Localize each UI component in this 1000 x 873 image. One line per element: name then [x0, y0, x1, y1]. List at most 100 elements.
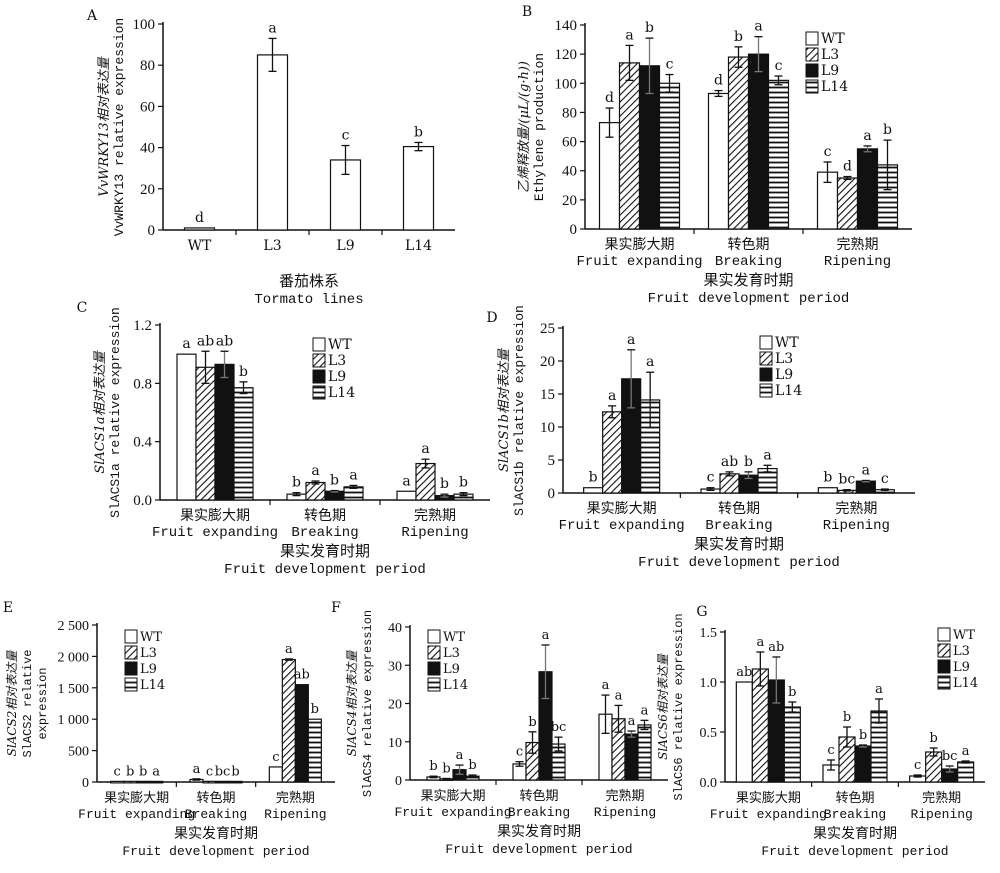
- x-axis-title: 果实发育时期: [174, 826, 258, 842]
- y-axis-title: Ethylene production: [532, 53, 547, 201]
- y-tick-label: 60: [562, 135, 577, 151]
- significance-letter: bc: [215, 764, 231, 779]
- legend-swatch-l9: [937, 659, 951, 674]
- legend-label: L14: [140, 678, 165, 693]
- legend-label: L9: [775, 367, 793, 383]
- x-category-label: 转色期: [196, 790, 235, 806]
- significance-letter: ab: [721, 454, 738, 470]
- bar: [294, 684, 309, 783]
- y-tick-label: 20: [388, 698, 402, 713]
- significance-letter: b: [292, 475, 301, 491]
- y-tick-label: 10: [540, 420, 555, 436]
- x-category-label: 果实膨大期: [180, 507, 250, 524]
- bar: [149, 780, 164, 784]
- legend-label: L14: [328, 385, 355, 401]
- bar: [202, 780, 217, 784]
- significance-letter: a: [646, 354, 654, 370]
- legend-swatch-wt: [937, 627, 951, 642]
- bar: [957, 761, 975, 783]
- legend-label: L9: [328, 369, 346, 385]
- y-tick-label: 20: [540, 354, 555, 370]
- bar: [637, 724, 652, 781]
- legend-swatch-l14: [805, 79, 819, 94]
- y-tick-label: 0: [395, 774, 402, 789]
- legend-swatch-wt: [759, 335, 773, 350]
- y-axis-title: SlACS2 relative: [21, 649, 35, 757]
- bar: [214, 363, 235, 501]
- y-tick-label: 40: [388, 621, 402, 636]
- legend-label: L3: [328, 353, 346, 369]
- legend-label: L14: [775, 383, 802, 399]
- significance-letter: a: [421, 441, 429, 457]
- bar: [767, 79, 790, 230]
- x-category-label: 转色期: [728, 236, 770, 253]
- y-axis-title: SlACS1b相对表达量: [497, 347, 512, 472]
- legend-swatch-l9: [124, 661, 138, 676]
- bar: [719, 473, 740, 494]
- x-axis-title-en: Fruit development period: [224, 562, 426, 578]
- bar: [195, 366, 216, 501]
- bar: [123, 780, 138, 784]
- legend-swatch-l14: [124, 677, 138, 692]
- y-axis-title: expression: [36, 667, 50, 739]
- significance-letter: a: [402, 473, 410, 489]
- bar: [855, 480, 876, 494]
- y-tick-label: 0: [548, 486, 556, 502]
- legend-label: L3: [775, 351, 793, 367]
- significance-letter: a: [456, 748, 464, 763]
- significance-letter: b: [788, 685, 796, 700]
- significance-letter: b: [823, 470, 832, 486]
- y-axis-title: VvWRKY13 relative expression: [112, 18, 127, 236]
- legend-label: L14: [443, 678, 468, 693]
- y-axis-title: SlACS1a relative expression: [108, 307, 123, 518]
- significance-letter: bc: [551, 720, 567, 735]
- y-tick-label: 5: [548, 453, 556, 469]
- panel-a: A 0 20 40 60 80 100 WT d L3 a L9 c L14 b 番茄株系 Tormato li…: [86, 8, 455, 308]
- legend-swatch-l3: [427, 645, 441, 660]
- x-category-label: 果实膨大期: [587, 500, 657, 517]
- panel-label: D: [486, 310, 497, 326]
- y-tick-label: 100: [133, 17, 156, 33]
- legend-swatch-wt: [805, 31, 819, 46]
- x-axis-title: 果实发育时期: [497, 824, 581, 840]
- legend-label: L9: [140, 662, 157, 677]
- x-category-label: 转色期: [835, 790, 874, 806]
- panel-label: A: [86, 8, 98, 24]
- panel-label: G: [696, 604, 707, 620]
- x-category-label: Ripening: [823, 518, 890, 534]
- legend-swatch-l3: [124, 645, 138, 660]
- significance-letter: b: [330, 473, 339, 489]
- significance-letter: bc: [838, 472, 855, 488]
- significance-letter: d: [195, 210, 204, 226]
- x-category-label: 完熟期: [276, 790, 315, 806]
- bar: [747, 53, 770, 230]
- significance-letter: a: [542, 628, 550, 643]
- x-category-label: L14: [405, 238, 432, 254]
- bar: [307, 718, 322, 783]
- significance-letter: c: [516, 745, 523, 760]
- significance-letter: c: [114, 764, 121, 779]
- y-tick-label: 20: [140, 182, 155, 198]
- bar: [836, 177, 859, 230]
- significance-letter: b: [468, 758, 476, 773]
- legend-label: L14: [953, 676, 978, 691]
- significance-letter: d: [605, 90, 614, 106]
- significance-letter: b: [442, 761, 450, 776]
- x-category-label: Breaking: [824, 807, 886, 822]
- legend-label: L14: [821, 79, 848, 95]
- legend-label: WT: [953, 628, 975, 643]
- y-axis-title: SlACS2相对表达量: [5, 650, 19, 757]
- significance-letter: ab: [768, 640, 784, 655]
- x-category-label: Fruit expanding: [152, 525, 278, 541]
- y-tick-label: 25: [540, 321, 555, 337]
- y-axis-title: SlACS1b relative expression: [512, 305, 527, 516]
- legend-swatch-l9: [759, 367, 773, 382]
- significance-letter: a: [625, 27, 633, 43]
- y-tick-label: 1.5: [700, 626, 718, 641]
- bar: [624, 733, 639, 781]
- significance-letter: b: [859, 728, 867, 743]
- significance-letter: b: [734, 29, 743, 45]
- legend-swatch-l9: [805, 63, 819, 78]
- bar: [228, 780, 243, 784]
